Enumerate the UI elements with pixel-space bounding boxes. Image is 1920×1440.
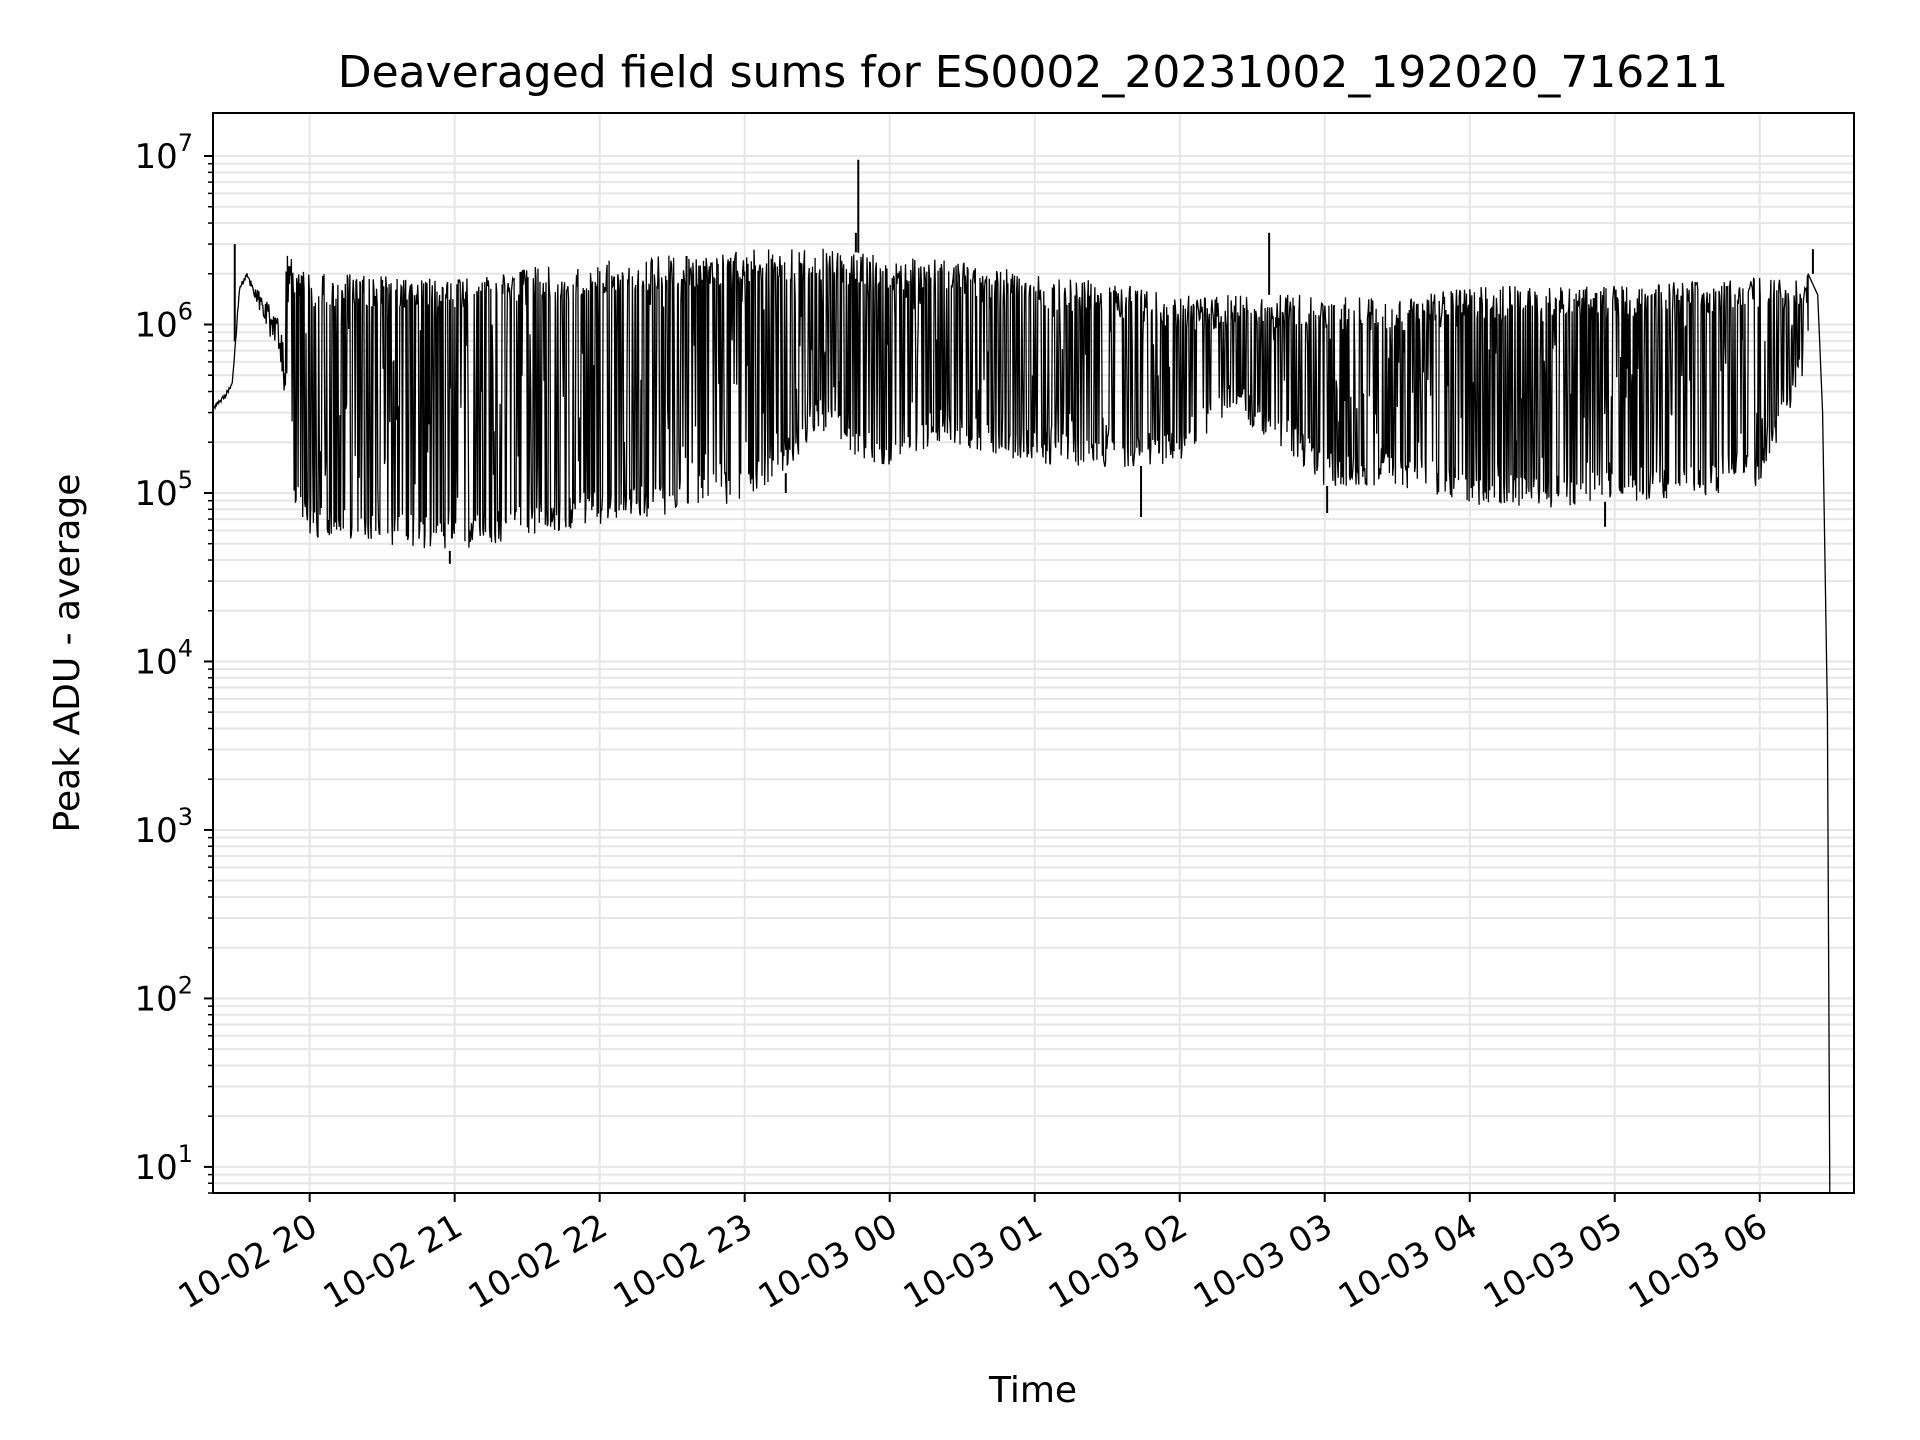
y-tick-label: 103 <box>134 803 193 851</box>
y-tick-base: 10 <box>134 1148 177 1188</box>
y-tick-base: 10 <box>134 811 177 851</box>
x-axis-label: Time <box>988 1370 1077 1411</box>
y-tick-exponent: 7 <box>178 129 193 157</box>
y-axis-label: Peak ADU - average <box>47 474 88 833</box>
y-tick-label: 105 <box>134 466 193 514</box>
y-tick-base: 10 <box>134 474 177 514</box>
y-tick-exponent: 1 <box>178 1140 193 1168</box>
series-line <box>213 248 1831 1193</box>
y-tick-label: 101 <box>134 1140 193 1188</box>
data-layer <box>213 159 1831 1193</box>
plot-frame <box>212 112 1855 1194</box>
y-tick-exponent: 5 <box>178 466 193 494</box>
y-tick-exponent: 4 <box>178 634 193 662</box>
y-tick-label: 102 <box>134 971 193 1019</box>
chart-title: Deaveraged field sums for ES0002_2023100… <box>338 47 1729 98</box>
y-tick-exponent: 2 <box>178 971 193 999</box>
y-tick-label: 107 <box>134 129 193 177</box>
y-tick-base: 10 <box>134 137 177 177</box>
y-tick-base: 10 <box>134 305 177 345</box>
y-tick-label: 106 <box>134 297 193 345</box>
y-tick-label: 104 <box>134 634 193 682</box>
y-tick-exponent: 3 <box>178 803 193 831</box>
y-tick-base: 10 <box>134 979 177 1019</box>
y-tick-base: 10 <box>134 642 177 682</box>
y-tick-exponent: 6 <box>178 297 193 325</box>
